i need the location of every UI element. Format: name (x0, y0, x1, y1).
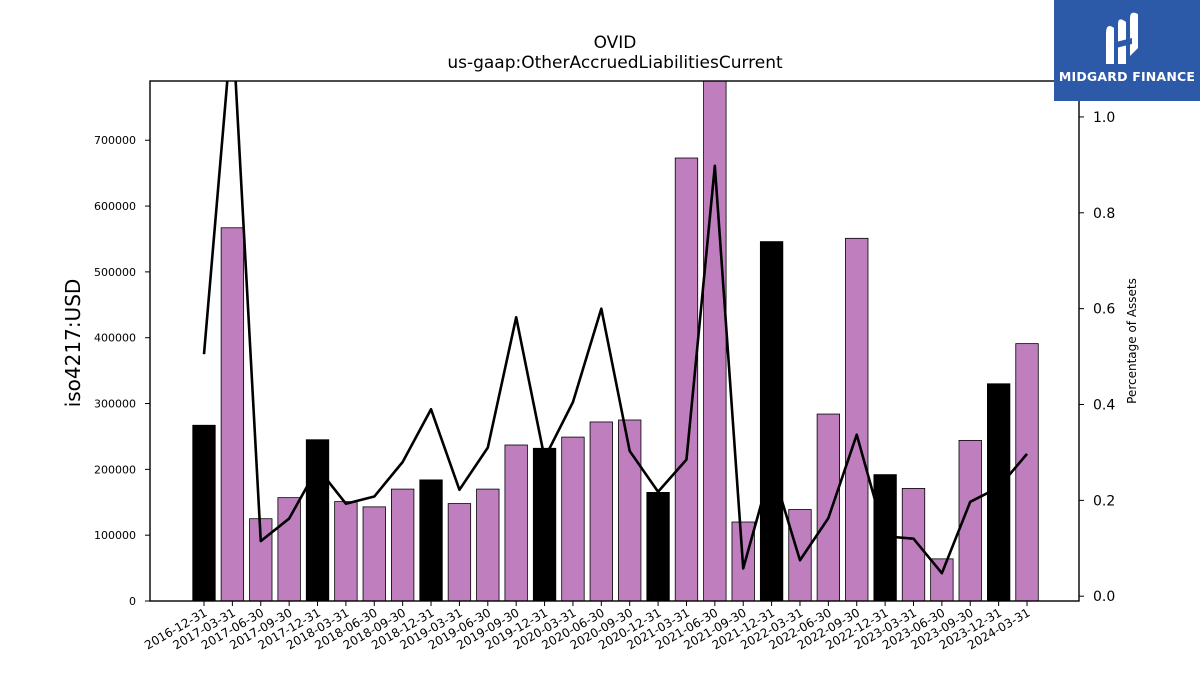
y-tick-label: 200000 (94, 463, 136, 476)
bar (532, 447, 557, 601)
y2-tick-label: 0.6 (1093, 302, 1115, 318)
bar (192, 424, 216, 601)
y-tick-label: 400000 (94, 332, 136, 345)
bar (788, 509, 812, 601)
bar (334, 501, 358, 601)
bar (362, 506, 386, 601)
bar (476, 488, 500, 601)
y2-tick-label: 0.2 (1093, 493, 1115, 509)
chart-subtitle: us-gaap:OtherAccruedLiabilitiesCurrent (447, 53, 783, 73)
bar (220, 227, 245, 601)
y-tick-label: 500000 (94, 266, 136, 279)
brand-logo: MIDGARD FINANCE (1054, 0, 1200, 101)
percentage-line (202, 81, 1029, 575)
plot-area: 0 100000 200000 300000 400000 500000 600000 700… (94, 80, 1115, 652)
line-series-group (202, 81, 1029, 575)
y2-tick-label: 1.0 (1093, 110, 1115, 126)
y2-tick-label: 0.0 (1093, 589, 1115, 605)
bar (703, 81, 727, 601)
bar (589, 421, 613, 601)
bar (561, 436, 585, 601)
bar (305, 439, 330, 601)
bar (419, 479, 443, 601)
y-tick-label: 100000 (94, 529, 136, 542)
bar (391, 488, 415, 601)
bar (901, 488, 926, 601)
bar-series (192, 81, 1039, 601)
y-tick-label: 600000 (94, 200, 136, 213)
y2-axis-label: Percentage of Assets (1125, 278, 1139, 404)
y-tick-label: 0 (129, 595, 136, 608)
bar (958, 439, 982, 601)
y-tick-label: 700000 (94, 134, 136, 147)
bar (277, 497, 301, 601)
y-tick-label: 300000 (94, 398, 136, 411)
chart-title: OVID (594, 33, 637, 53)
plot-frame (149, 80, 1080, 602)
y-axis-label: iso4217:USD (61, 279, 85, 408)
midgard-finance-logo-icon (1106, 12, 1138, 64)
bar (504, 444, 528, 601)
bar (845, 237, 869, 601)
bar (1015, 343, 1039, 601)
y2-tick-label: 0.8 (1093, 206, 1115, 222)
bar (447, 503, 472, 601)
bar (816, 413, 841, 601)
bar (759, 241, 784, 601)
brand-name: MIDGARD FINANCE (1058, 69, 1196, 84)
bar (646, 491, 670, 601)
y2-tick-label: 0.4 (1093, 398, 1115, 414)
